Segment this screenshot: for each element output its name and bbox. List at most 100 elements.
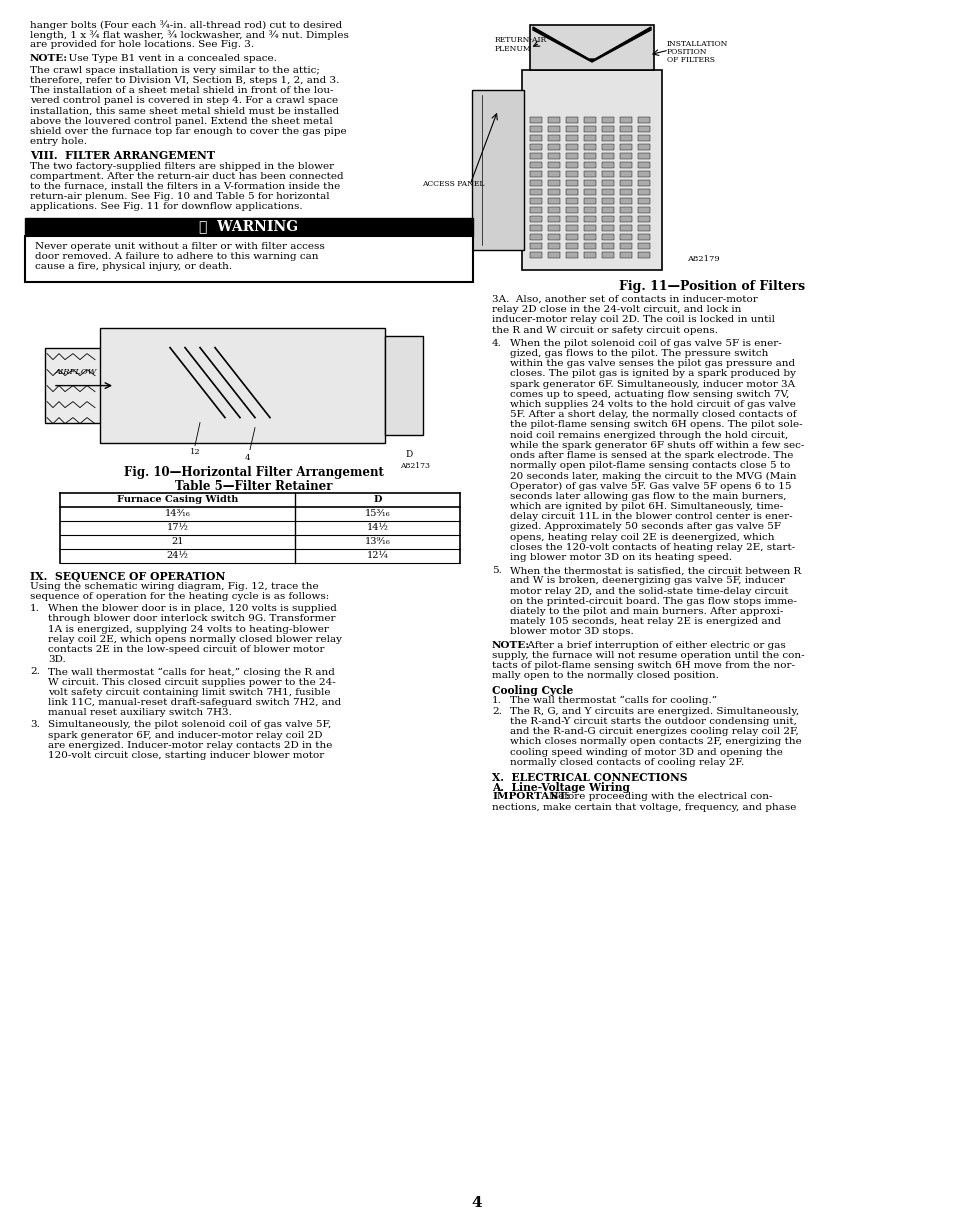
Bar (547, 208, 559, 212)
Bar (565, 171, 578, 177)
Text: POSITION: POSITION (666, 48, 707, 56)
Bar (601, 154, 614, 158)
Text: manual reset auxiliary switch 7H3.: manual reset auxiliary switch 7H3. (48, 709, 232, 717)
Text: shield over the furnace top far enough to cover the gas pipe: shield over the furnace top far enough t… (30, 126, 346, 136)
Text: cause a fire, physical injury, or death.: cause a fire, physical injury, or death. (35, 262, 232, 271)
Text: comes up to speed, actuating flow sensing switch 7V,: comes up to speed, actuating flow sensin… (510, 389, 788, 399)
Text: 4: 4 (245, 453, 251, 462)
Text: The crawl space installation is very similar to the attic;: The crawl space installation is very sim… (30, 66, 319, 75)
Bar (619, 198, 631, 204)
Bar (530, 243, 541, 249)
Text: gized, gas flows to the pilot. The pressure switch: gized, gas flows to the pilot. The press… (510, 349, 767, 359)
Text: vered control panel is covered in step 4. For a crawl space: vered control panel is covered in step 4… (30, 97, 337, 106)
Text: applications. See Fig. 11 for downflow applications.: applications. See Fig. 11 for downflow a… (30, 203, 302, 211)
Text: The R, G, and Y circuits are energized. Simultaneously,: The R, G, and Y circuits are energized. … (510, 707, 799, 716)
Bar (547, 117, 559, 123)
Text: NOTE:: NOTE: (492, 641, 530, 650)
Text: which closes normally open contacts 2F, energizing the: which closes normally open contacts 2F, … (510, 737, 801, 747)
Text: 15³⁄₁₆: 15³⁄₁₆ (364, 510, 390, 518)
Text: delay circuit 11L in the blower control center is ener-: delay circuit 11L in the blower control … (510, 512, 792, 521)
Bar (547, 235, 559, 239)
Text: PLENUM: PLENUM (495, 45, 531, 53)
Text: hanger bolts (Four each ¾-in. all-thread rod) cut to desired: hanger bolts (Four each ¾-in. all-thread… (30, 20, 342, 29)
Bar (530, 208, 541, 212)
Text: within the gas valve senses the pilot gas pressure and: within the gas valve senses the pilot ga… (510, 360, 794, 368)
Bar (530, 235, 541, 239)
Text: 24½: 24½ (167, 551, 189, 560)
Text: blower motor 3D stops.: blower motor 3D stops. (510, 628, 633, 636)
Text: Simultaneously, the pilot solenoid coil of gas valve 5F,: Simultaneously, the pilot solenoid coil … (48, 721, 331, 729)
Bar (619, 171, 631, 177)
Text: Operator) of gas valve 5F. Gas valve 5F opens 6 to 15: Operator) of gas valve 5F. Gas valve 5F … (510, 481, 791, 491)
Text: RETURN-AIR: RETURN-AIR (495, 36, 547, 44)
Text: the R-and-Y circuit starts the outdoor condensing unit,: the R-and-Y circuit starts the outdoor c… (510, 717, 796, 726)
Bar (583, 216, 596, 222)
Text: Never operate unit without a filter or with filter access: Never operate unit without a filter or w… (35, 242, 324, 251)
Text: Use Type B1 vent in a concealed space.: Use Type B1 vent in a concealed space. (62, 54, 276, 63)
Bar (619, 126, 631, 131)
Text: entry hole.: entry hole. (30, 138, 87, 146)
Text: 4: 4 (471, 1196, 482, 1210)
Bar (530, 144, 541, 150)
Bar (638, 208, 649, 212)
Bar (583, 235, 596, 239)
Bar (583, 189, 596, 195)
Bar (638, 243, 649, 249)
Text: 1.: 1. (492, 695, 501, 705)
Text: INSTALLATION: INSTALLATION (666, 41, 727, 48)
Bar (638, 216, 649, 222)
Text: 2.: 2. (492, 707, 501, 716)
Text: normally open pilot-flame sensing contacts close 5 to: normally open pilot-flame sensing contac… (510, 462, 789, 470)
Bar (619, 135, 631, 141)
Bar (601, 162, 614, 168)
Bar (530, 225, 541, 231)
Bar (638, 162, 649, 168)
Bar (565, 252, 578, 258)
Bar (547, 135, 559, 141)
Text: link 11C, manual-reset draft-safeguard switch 7H2, and: link 11C, manual-reset draft-safeguard s… (48, 698, 341, 707)
Text: noid coil remains energized through the hold circuit,: noid coil remains energized through the … (510, 431, 787, 440)
Bar (565, 208, 578, 212)
Bar (100, 328, 385, 442)
Bar (601, 252, 614, 258)
Text: 14³⁄₁₆: 14³⁄₁₆ (164, 510, 191, 518)
Bar (565, 135, 578, 141)
Text: 1.: 1. (30, 604, 40, 613)
Text: VIII.  FILTER ARRANGEMENT: VIII. FILTER ARRANGEMENT (30, 150, 214, 161)
Bar (619, 252, 631, 258)
Text: ing blower motor 3D on its heating speed.: ing blower motor 3D on its heating speed… (510, 553, 731, 562)
Text: When the pilot solenoid coil of gas valve 5F is ener-: When the pilot solenoid coil of gas valv… (510, 339, 781, 348)
Bar (619, 154, 631, 158)
Text: A82173: A82173 (399, 462, 430, 469)
Text: After a brief interruption of either electric or gas: After a brief interruption of either ele… (520, 641, 785, 650)
Text: mally open to the normally closed position.: mally open to the normally closed positi… (492, 672, 719, 680)
Bar (547, 171, 559, 177)
Text: W circuit. This closed circuit supplies power to the 24-: W circuit. This closed circuit supplies … (48, 678, 335, 686)
Text: 1A is energized, supplying 24 volts to heating-blower: 1A is energized, supplying 24 volts to h… (48, 625, 329, 634)
Bar (638, 189, 649, 195)
Text: while the spark generator 6F shuts off within a few sec-: while the spark generator 6F shuts off w… (510, 441, 803, 449)
Bar (601, 216, 614, 222)
Text: Using the schematic wiring diagram, Fig. 12, trace the: Using the schematic wiring diagram, Fig.… (30, 582, 318, 591)
Text: compartment. After the return-air duct has been connected: compartment. After the return-air duct h… (30, 172, 343, 181)
Bar (601, 208, 614, 212)
Bar (565, 126, 578, 131)
Text: therefore, refer to Division VI, Section B, steps 1, 2, and 3.: therefore, refer to Division VI, Section… (30, 76, 339, 85)
Text: 14½: 14½ (366, 523, 388, 532)
Text: 12: 12 (190, 447, 200, 456)
Bar (547, 243, 559, 249)
Text: D: D (373, 495, 381, 505)
Text: door removed. A failure to adhere to this warning can: door removed. A failure to adhere to thi… (35, 252, 318, 260)
Bar (638, 181, 649, 185)
Text: through blower door interlock switch 9G. Transformer: through blower door interlock switch 9G.… (48, 614, 335, 624)
Bar (547, 144, 559, 150)
Text: D: D (405, 449, 412, 458)
Text: spark generator 6F, and inducer-motor relay coil 2D: spark generator 6F, and inducer-motor re… (48, 731, 322, 739)
Text: X.  ELECTRICAL CONNECTIONS: X. ELECTRICAL CONNECTIONS (492, 772, 687, 783)
Bar (638, 235, 649, 239)
Text: When the blower door is in place, 120 volts is supplied: When the blower door is in place, 120 vo… (48, 604, 336, 613)
Text: 21: 21 (172, 537, 184, 546)
Bar (530, 154, 541, 158)
Text: return-air plenum. See Fig. 10 and Table 5 for horizontal: return-air plenum. See Fig. 10 and Table… (30, 193, 330, 201)
Polygon shape (533, 27, 650, 61)
